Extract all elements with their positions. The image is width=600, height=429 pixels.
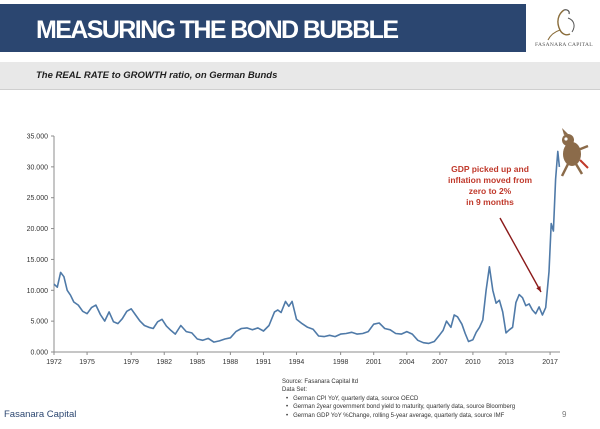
x-tick-label: 2004 bbox=[399, 359, 415, 366]
annotation-line: in 9 months bbox=[466, 197, 514, 207]
x-tick-label: 1991 bbox=[256, 359, 272, 366]
x-tick-label: 1975 bbox=[79, 359, 95, 366]
source-bullet: German CPI YoY, quarterly data, source O… bbox=[282, 395, 592, 403]
source-bullet: German GDP YoY %Change, rolling 5-year a… bbox=[282, 412, 592, 420]
logo-text: FASANARA CAPITAL bbox=[535, 42, 593, 48]
x-tick-label: 2001 bbox=[366, 359, 382, 366]
x-tick-label: 1972 bbox=[46, 359, 62, 366]
header-band: MEASURING THE BOND BUBBLE FASANARA CAPIT… bbox=[0, 0, 600, 56]
y-tick-label: 30.000 bbox=[27, 164, 49, 171]
source-notes: Source: Fasanara Capital ltd Data Set: G… bbox=[282, 378, 592, 420]
x-tick-label: 2010 bbox=[465, 359, 481, 366]
annotation-arrow bbox=[499, 217, 542, 293]
x-tick-label: 1988 bbox=[223, 359, 239, 366]
header-title-box: MEASURING THE BOND BUBBLE bbox=[0, 4, 526, 52]
company-logo: FASANARA CAPITAL bbox=[530, 4, 598, 54]
subtitle-band: The REAL RATE to GROWTH ratio, on German… bbox=[0, 62, 600, 90]
annotation-line: GDP picked up and bbox=[451, 164, 529, 174]
y-tick-label: 25.000 bbox=[27, 195, 49, 202]
x-tick-label: 2017 bbox=[542, 359, 558, 366]
page-number: 9 bbox=[562, 410, 567, 419]
source-bullet: German 2year government bond yield to ma… bbox=[282, 403, 592, 411]
y-tick-label: 0.000 bbox=[30, 350, 48, 357]
y-tick-label: 20.000 bbox=[27, 226, 49, 233]
y-tick-label: 5.000 bbox=[30, 319, 48, 326]
dataset-line: Data Set: bbox=[282, 387, 308, 394]
series-line bbox=[53, 150, 561, 345]
x-tick-label: 1982 bbox=[156, 359, 172, 366]
y-tick-label: 35.000 bbox=[27, 134, 49, 141]
coyote-cartoon-icon bbox=[560, 128, 589, 177]
annotation-line: inflation moved from bbox=[448, 175, 533, 185]
x-tick-label: 1985 bbox=[190, 359, 206, 366]
x-tick-label: 1994 bbox=[289, 359, 305, 366]
footer-brand: Fasanara Capital bbox=[4, 409, 77, 420]
x-tick-label: 1998 bbox=[333, 359, 349, 366]
x-tick-label: 2007 bbox=[432, 359, 448, 366]
source-line: Source: Fasanara Capital ltd bbox=[282, 379, 359, 385]
arrow-head bbox=[536, 286, 541, 292]
x-tick-label: 2013 bbox=[498, 359, 514, 366]
y-tick-label: 15.000 bbox=[27, 257, 49, 264]
annotation-line: zero to 2% bbox=[469, 186, 512, 196]
chart-subtitle: The REAL RATE to GROWTH ratio, on German… bbox=[36, 70, 278, 81]
y-tick-label: 10.000 bbox=[27, 288, 49, 295]
x-tick-label: 1979 bbox=[123, 359, 139, 366]
pheasant-logo-icon bbox=[547, 9, 575, 41]
slide-title: MEASURING THE BOND BUBBLE bbox=[36, 16, 399, 44]
